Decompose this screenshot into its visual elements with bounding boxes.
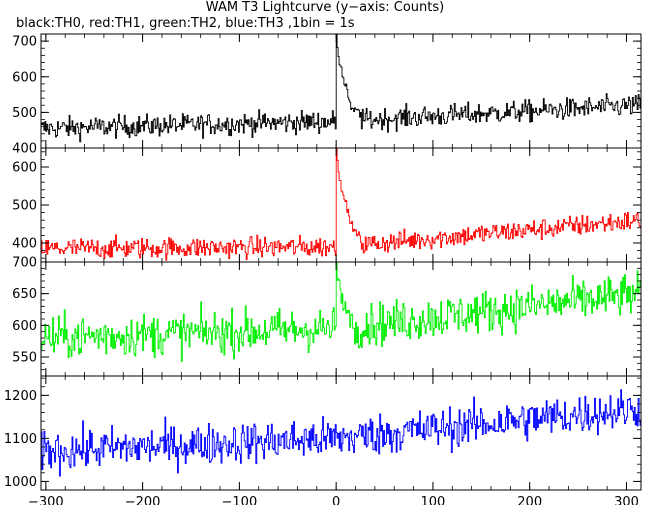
panel-frame: [40, 375, 642, 491]
series-line-th3: [41, 389, 641, 477]
y-tick-label: 1000: [4, 475, 37, 490]
x-tick-label: 0: [332, 495, 340, 505]
y-tick-label: 500: [12, 106, 37, 121]
panel-frame: [40, 261, 642, 377]
x-tick-label: 300: [614, 495, 639, 505]
x-tick-label: 100: [421, 495, 446, 505]
y-tick-label: 500: [12, 199, 37, 214]
series-line-th2: [41, 262, 641, 362]
chart-subtitle: black:TH0, red:TH1, green:TH2, blue:TH3 …: [16, 16, 355, 31]
series-line-th1: [41, 148, 641, 261]
y-tick-label: 650: [12, 287, 37, 302]
y-tick-label: 700: [12, 35, 37, 50]
y-tick-label: 1100: [4, 432, 37, 447]
y-tick-label: 400: [12, 237, 37, 252]
x-tick-label: −100: [222, 495, 258, 505]
y-tick-label: 600: [12, 319, 37, 334]
x-tick-label: −200: [125, 495, 161, 505]
x-tick-label: 200: [517, 495, 542, 505]
y-tick-label: 700: [12, 256, 37, 271]
y-tick-label: 550: [12, 351, 37, 366]
series-line-th0: [41, 34, 641, 143]
y-tick-label: 600: [12, 70, 37, 85]
chart-title: WAM T3 Lightcurve (y−axis: Counts): [205, 0, 445, 15]
y-tick-label: 1200: [4, 389, 37, 404]
x-tick-label: −300: [28, 495, 64, 505]
y-tick-label: 400: [12, 142, 37, 157]
y-tick-label: 600: [12, 161, 37, 176]
